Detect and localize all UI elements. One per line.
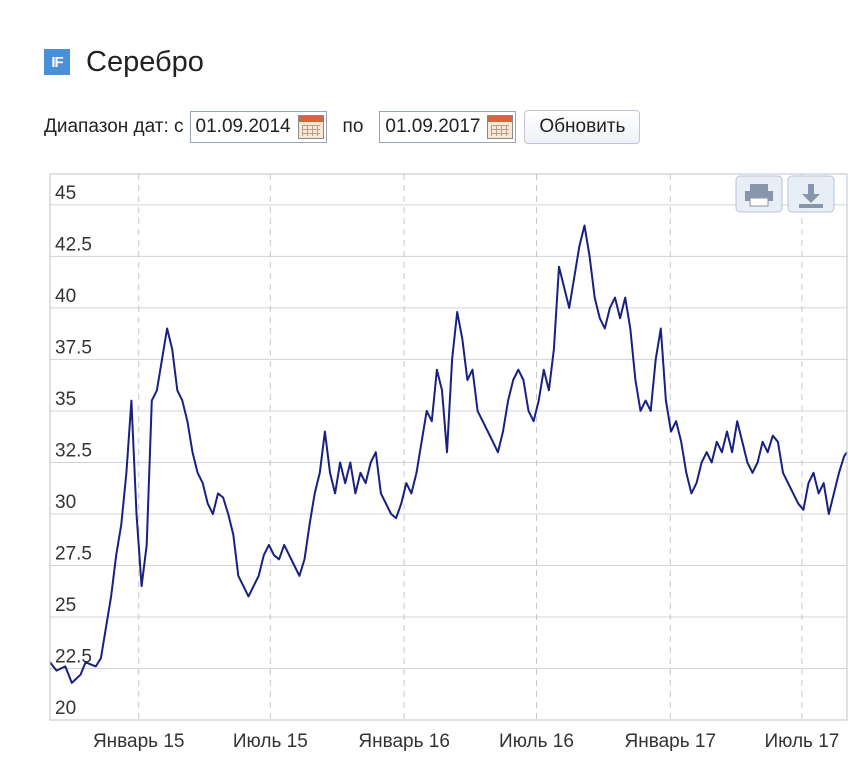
refresh-button[interactable]: Обновить bbox=[524, 110, 641, 144]
date-to-label: по bbox=[342, 116, 364, 137]
y-tick-label: 20 bbox=[55, 698, 76, 719]
y-tick-label: 25 bbox=[55, 595, 76, 616]
download-button[interactable] bbox=[787, 175, 835, 213]
page-header: IF Серебро bbox=[44, 44, 204, 80]
chart-grid bbox=[50, 174, 847, 721]
price-series-line bbox=[49, 224, 848, 684]
y-tick-label: 35 bbox=[55, 389, 76, 410]
date-to-field[interactable]: 01.09.2017 bbox=[379, 111, 517, 143]
x-axis-ticks: Январь 15 Июль 15 Январь 16 Июль 16 Январь 1… bbox=[93, 731, 839, 752]
brand-logo: IF bbox=[44, 49, 70, 75]
plot-frame bbox=[49, 173, 848, 721]
x-tick-label: Январь 17 bbox=[625, 731, 717, 752]
x-tick-label: Январь 15 bbox=[93, 731, 185, 752]
x-tick-label: Июль 15 bbox=[233, 731, 308, 752]
y-tick-label: 22.5 bbox=[55, 646, 92, 667]
printer-icon bbox=[745, 184, 773, 207]
date-to-value: 01.09.2017 bbox=[385, 116, 481, 137]
date-from-field[interactable]: 01.09.2014 bbox=[189, 111, 327, 143]
date-from-value: 01.09.2014 bbox=[195, 116, 291, 137]
y-tick-label: 45 bbox=[55, 183, 76, 204]
y-axis-ticks: 45 42.5 40 37.5 35 32.5 30 27.5 25 22.5 20 bbox=[55, 183, 92, 719]
x-tick-label: Июль 17 bbox=[764, 731, 839, 752]
y-tick-label: 42.5 bbox=[55, 234, 92, 255]
print-button[interactable] bbox=[735, 175, 783, 213]
x-tick-label: Январь 16 bbox=[358, 731, 450, 752]
y-tick-label: 37.5 bbox=[55, 337, 92, 358]
y-tick-label: 32.5 bbox=[55, 440, 92, 461]
calendar-icon[interactable] bbox=[487, 115, 514, 139]
date-range-label: Диапазон дат: с bbox=[44, 116, 184, 137]
download-icon bbox=[799, 184, 823, 208]
y-tick-label: 40 bbox=[55, 286, 76, 307]
date-range-controls: Диапазон дат: с 01.09.2014 по 01.09.2017… bbox=[44, 108, 641, 146]
calendar-icon[interactable] bbox=[297, 115, 324, 139]
x-tick-label: Июль 16 bbox=[499, 731, 574, 752]
y-tick-label: 27.5 bbox=[55, 543, 92, 564]
y-tick-label: 30 bbox=[55, 492, 76, 513]
page-title: Серебро bbox=[86, 45, 204, 78]
